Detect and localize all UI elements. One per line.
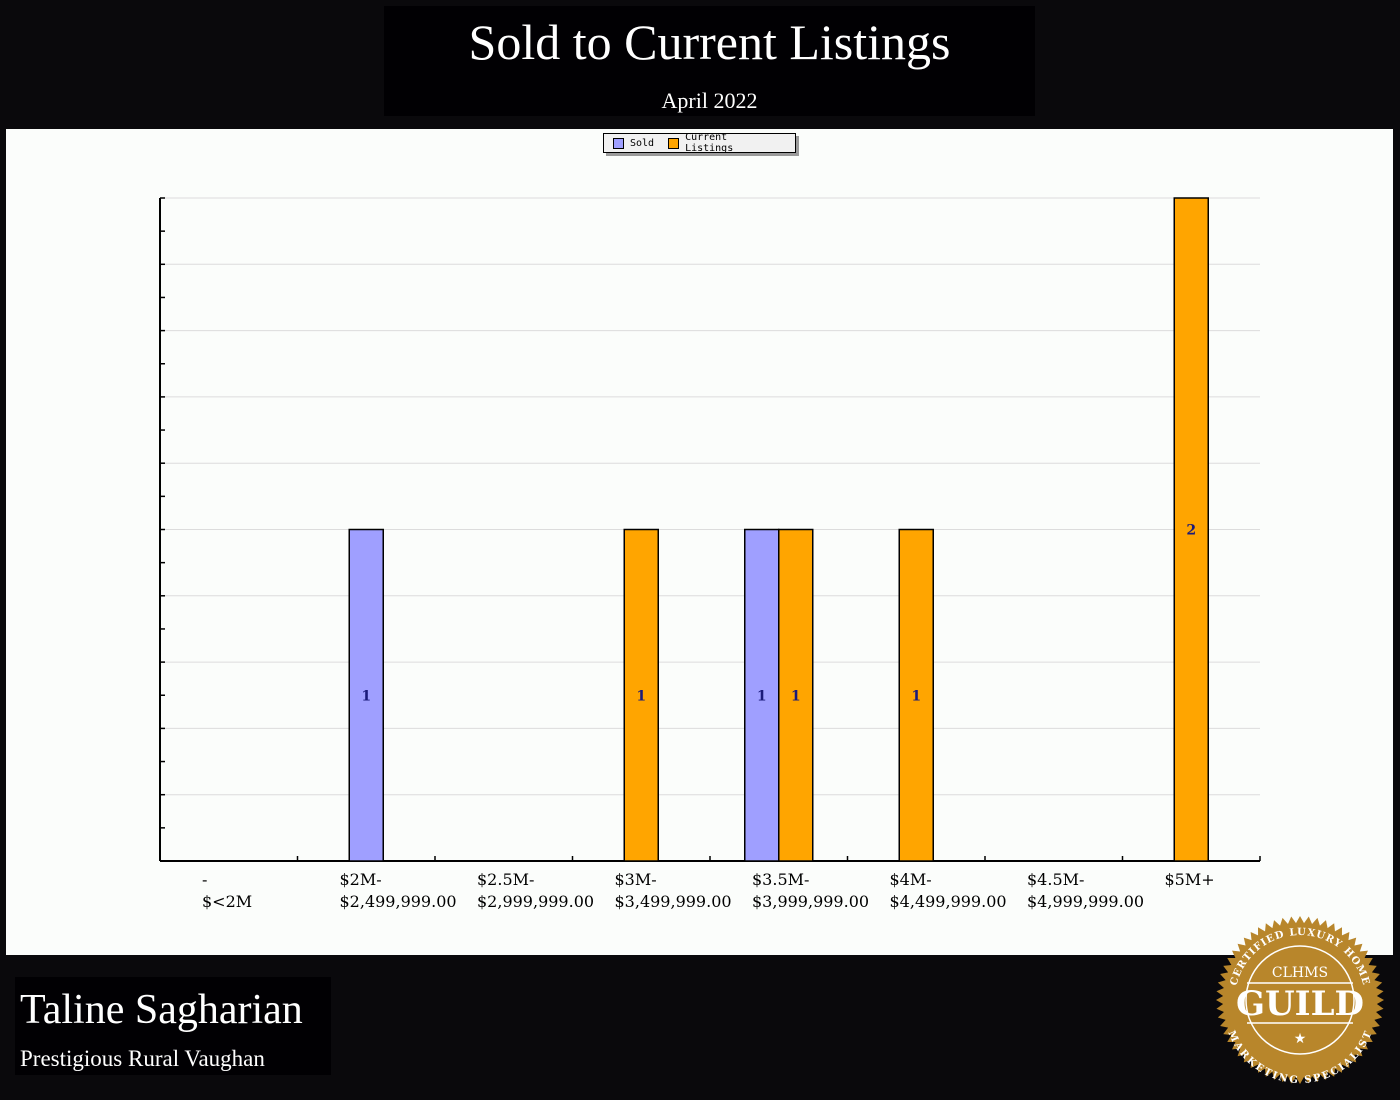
legend-swatch-current-listings	[668, 137, 680, 149]
agent-name: Taline Sagharian	[20, 987, 303, 1033]
svg-text:GUILD: GUILD	[1236, 984, 1364, 1024]
bar-current-listings: 1	[778, 528, 814, 862]
bar-current-listings: 1	[898, 528, 934, 862]
x-tick-label: $4M-	[890, 870, 932, 889]
bar-value-label: 1	[911, 688, 921, 704]
svg-text:CLHMS: CLHMS	[1272, 965, 1328, 981]
x-tick-label: $2M-	[340, 870, 382, 889]
bar-value-label: 1	[757, 688, 767, 704]
chart-panel	[6, 129, 1393, 955]
x-tick-label: $2,499,999.00	[340, 892, 457, 911]
bar-value-label: 1	[791, 688, 801, 704]
chart-header: Sold to Current Listings April 2022	[384, 6, 1035, 116]
x-tick-label: $4.5M-	[1027, 870, 1084, 889]
x-tick-label: $3,499,999.00	[615, 892, 732, 911]
x-tick-label: $4,999,999.00	[1027, 892, 1144, 911]
x-tick-label: $2.5M-	[477, 870, 534, 889]
bar-value-label: 2	[1186, 523, 1196, 539]
x-tick-label: $5M+	[1165, 870, 1215, 889]
svg-text:★: ★	[1294, 1031, 1307, 1047]
x-tick-label: $2,999,999.00	[477, 892, 594, 911]
bar-sold: 1	[744, 528, 780, 862]
bar-current-listings: 2	[1173, 197, 1209, 862]
bar-value-label: 1	[636, 688, 646, 704]
legend-item-current-listings: Current Listings	[668, 132, 781, 154]
legend-label-current-listings: Current Listings	[685, 132, 734, 154]
x-tick-label: $<2M	[202, 892, 252, 911]
x-tick-label: -	[202, 870, 207, 889]
bar-sold: 1	[348, 528, 384, 862]
x-tick-label: $3.5M-	[752, 870, 809, 889]
agent-info: Taline Sagharian Prestigious Rural Vaugh…	[15, 977, 331, 1075]
x-tick-label: $4,499,999.00	[890, 892, 1007, 911]
x-tick-label: $3,999,999.00	[752, 892, 869, 911]
agent-area: Prestigious Rural Vaughan	[20, 1046, 265, 1071]
x-tick-label: $3M-	[615, 870, 657, 889]
legend-label-sold: Sold	[630, 137, 655, 149]
legend-item-sold: Sold	[613, 137, 655, 149]
bar-value-label: 1	[361, 688, 371, 704]
chart-legend: Sold Current Listings	[603, 132, 796, 154]
chart-subtitle: April 2022	[661, 88, 758, 113]
bar-current-listings: 1	[623, 528, 659, 862]
legend-swatch-sold	[613, 137, 624, 149]
chart-title: Sold to Current Listings	[468, 14, 951, 70]
